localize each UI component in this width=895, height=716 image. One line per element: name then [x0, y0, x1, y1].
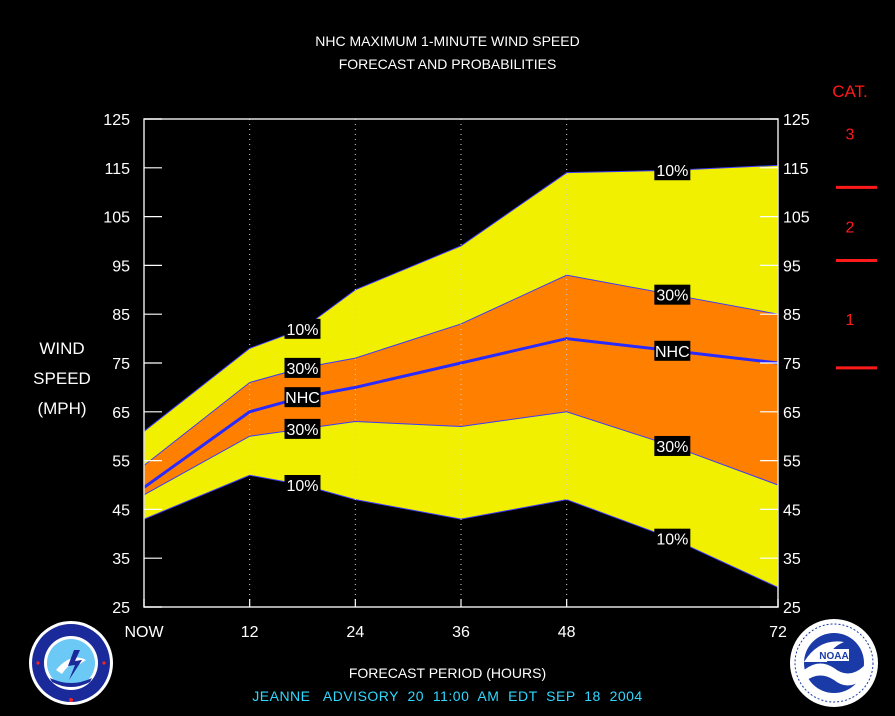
y-tick-label-right: 85: [783, 307, 801, 324]
y-tick-label-right: 45: [783, 502, 801, 519]
y-tick-label-left: 45: [112, 502, 130, 519]
y-tick-label-right: 55: [783, 454, 801, 471]
series-label: 30%: [286, 361, 318, 378]
category-label: 2: [846, 219, 855, 236]
category-label: 3: [846, 127, 855, 144]
series-label: NHC: [285, 390, 320, 407]
y-tick-label-left: 65: [112, 405, 130, 422]
series-label: 10%: [286, 322, 318, 339]
x-tick-label: 24: [346, 624, 364, 641]
y-tick-label-left: 35: [112, 551, 130, 568]
y-tick-label-right: 125: [783, 112, 810, 129]
series-label: 30%: [286, 422, 318, 439]
series-label-box: [284, 387, 321, 408]
series-label: 10%: [286, 478, 318, 495]
x-tick-label: NOW: [124, 624, 164, 641]
y-axis-label-line3: (MPH): [37, 399, 87, 418]
y-tick-label-left: 105: [103, 210, 130, 227]
y-tick-label-right: 75: [783, 356, 801, 373]
x-tick-label: 72: [769, 624, 787, 641]
svg-text:NOAA: NOAA: [819, 651, 848, 662]
y-tick-label-left: 75: [112, 356, 130, 373]
y-tick-label-right: 35: [783, 551, 801, 568]
noaa-logo: NOAA: [790, 619, 878, 707]
series-label: 30%: [656, 288, 688, 305]
x-tick-label: 36: [452, 624, 470, 641]
y-tick-label-left: 25: [112, 600, 130, 617]
y-axis-label-line1: WIND: [39, 339, 85, 358]
y-axis-label-line2: SPEED: [33, 369, 91, 388]
y-tick-label-right: 65: [783, 405, 801, 422]
advisory-line: JEANNE ADVISORY 20 11:00 AM EDT SEP 18 2…: [252, 688, 643, 704]
series-label: 10%: [656, 163, 688, 180]
series-label-box: [654, 284, 691, 305]
series-label-box: [284, 357, 321, 378]
nws-logo: [29, 621, 113, 705]
y-tick-label-left: 115: [104, 161, 130, 178]
series-label-box: [654, 435, 691, 456]
y-tick-label-left: 95: [112, 258, 130, 275]
y-tick-label-right: 95: [783, 258, 801, 275]
y-tick-label-right: 25: [783, 600, 801, 617]
chart-title-line2: FORECAST AND PROBABILITIES: [338, 56, 557, 72]
category-label: 1: [846, 312, 855, 329]
x-tick-label: 12: [241, 624, 259, 641]
series-label: 30%: [656, 439, 688, 456]
y-tick-label-right: 105: [783, 210, 810, 227]
series-label-box: [654, 528, 691, 549]
chart-title-line1: NHC MAXIMUM 1-MINUTE WIND SPEED: [315, 33, 580, 49]
series-label-box: [654, 160, 691, 181]
y-tick-label-right: 115: [783, 161, 809, 178]
y-tick-label-left: 55: [112, 454, 130, 471]
category-title: CAT.: [832, 82, 868, 101]
series-label-box: [284, 318, 321, 339]
x-tick-label: 48: [558, 624, 576, 641]
series-label-box: [654, 340, 691, 361]
series-label: NHC: [655, 344, 690, 361]
series-label: 10%: [656, 532, 688, 549]
x-axis-label: FORECAST PERIOD (HOURS): [348, 665, 547, 681]
y-tick-label-left: 125: [103, 112, 130, 129]
series-label-box: [284, 475, 321, 495]
y-tick-label-left: 85: [112, 307, 130, 324]
series-label-box: [284, 418, 321, 439]
